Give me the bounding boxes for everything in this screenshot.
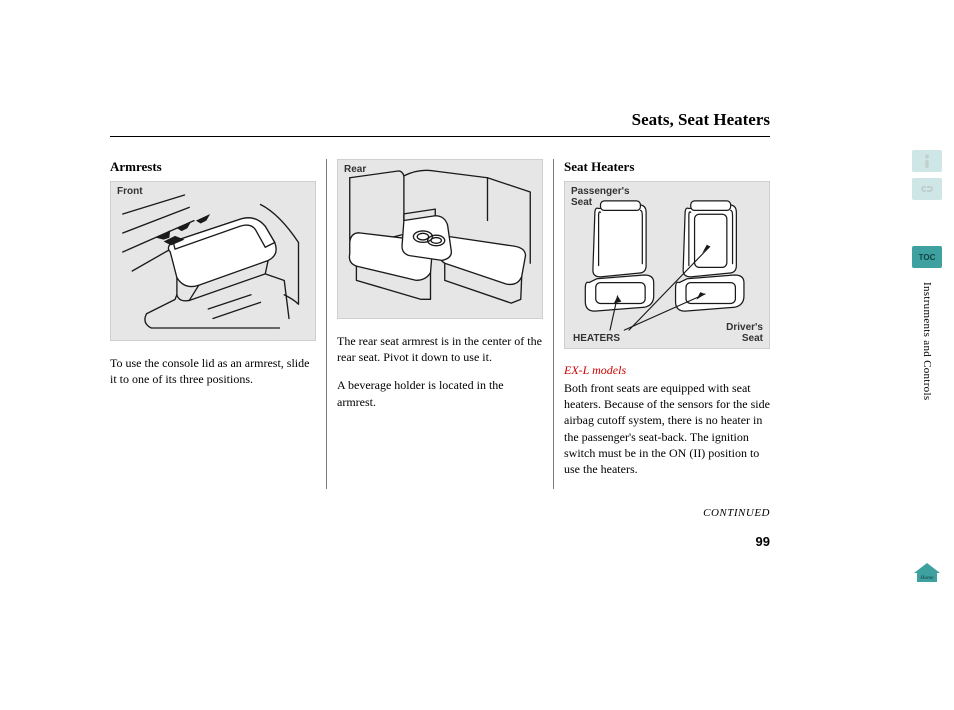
figure-rear-armrest: Rear bbox=[337, 159, 543, 319]
page-title: Seats, Seat Heaters bbox=[110, 110, 770, 137]
front-armrest-text: To use the console lid as an armrest, sl… bbox=[110, 355, 316, 387]
column-armrests-rear: Rear bbox=[326, 159, 554, 489]
page-content: Seats, Seat Heaters Armrests Front bbox=[110, 110, 770, 489]
front-armrest-illustration bbox=[117, 188, 309, 334]
rear-armrest-illustration bbox=[344, 166, 536, 312]
rear-armrest-text-2: A beverage holder is located in the armr… bbox=[337, 377, 543, 409]
content-columns: Armrests Front bbox=[110, 159, 770, 489]
page-number: 99 bbox=[756, 534, 770, 549]
toc-button[interactable]: TOC bbox=[912, 246, 942, 268]
column-armrests-front: Armrests Front bbox=[110, 159, 326, 489]
info-icon[interactable] bbox=[912, 150, 942, 172]
rear-armrest-text-1: The rear seat armrest is in the center o… bbox=[337, 333, 543, 365]
figure-label-front: Front bbox=[117, 186, 143, 197]
home-button[interactable]: Home bbox=[912, 560, 942, 584]
figure-label-heaters: HEATERS bbox=[573, 333, 620, 344]
side-nav: TOC Instruments and Controls bbox=[912, 150, 942, 400]
continued-label: CONTINUED bbox=[703, 507, 770, 519]
model-note: EX-L models bbox=[564, 363, 770, 378]
figure-label-passenger: Passenger's Seat bbox=[571, 186, 630, 208]
seat-heaters-heading: Seat Heaters bbox=[564, 159, 770, 175]
link-icon[interactable] bbox=[912, 178, 942, 200]
section-tab-label: Instruments and Controls bbox=[921, 282, 933, 400]
home-label: Home bbox=[919, 575, 934, 581]
figure-seat-heaters: Passenger's Seat HEATERS Driver's Seat bbox=[564, 181, 770, 349]
figure-label-rear: Rear bbox=[344, 164, 366, 175]
toc-label: TOC bbox=[919, 253, 936, 262]
figure-label-driver: Driver's Seat bbox=[726, 322, 763, 344]
armrests-heading: Armrests bbox=[110, 159, 316, 175]
figure-front-armrest: Front bbox=[110, 181, 316, 341]
seat-heaters-text: Both front seats are equipped with seat … bbox=[564, 380, 770, 477]
seat-heaters-illustration bbox=[571, 188, 763, 342]
column-seat-heaters: Seat Heaters Passenger's Seat HEATERS Dr… bbox=[554, 159, 770, 489]
